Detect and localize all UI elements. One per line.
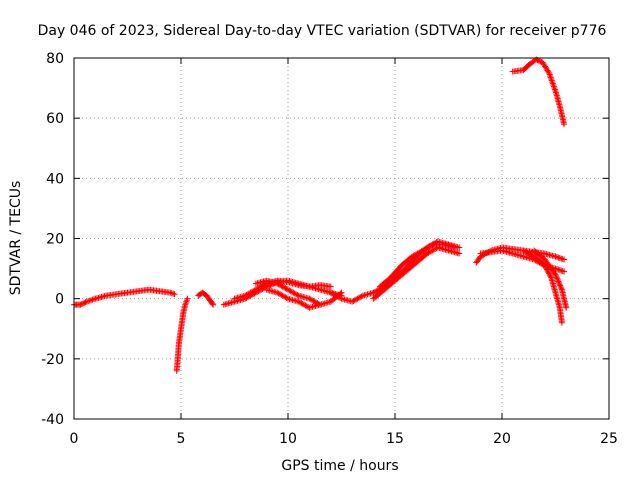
data-point [86,297,93,304]
data-point [544,267,551,274]
data-point [561,256,568,263]
data-series-arc-7 [263,286,324,311]
data-point [171,291,178,298]
data-series-arc-9 [370,244,463,302]
data-point [183,298,190,305]
data-point [559,268,566,275]
data-series-arc-16 [509,56,568,128]
data-point [553,266,560,273]
y-tick-label: 0 [55,292,64,308]
data-point [82,299,89,306]
data-point [558,319,565,326]
data-point [88,297,95,304]
x-tick-label: 25 [600,431,618,447]
y-tick-label: 20 [46,232,64,248]
data-point [556,267,563,274]
chart-title: Day 046 of 2023, Sidereal Day-to-day VTE… [38,23,607,39]
data-point [83,298,90,305]
data-points [71,56,570,374]
data-point [557,283,564,290]
data-point [558,255,565,262]
data-point [77,301,84,308]
x-tick-label: 15 [386,431,404,447]
data-point [555,278,562,285]
y-tick-label: 80 [46,51,64,67]
x-tick-label: 10 [279,431,297,447]
data-point [556,281,563,288]
data-point [537,58,544,65]
data-point [558,267,565,274]
data-point [546,270,553,277]
data-point [545,269,552,276]
data-point [563,304,570,311]
y-tick-label: -20 [41,352,64,368]
data-point [535,57,542,64]
data-point [553,272,560,279]
y-axis-title: SDTVAR / TECUs [8,181,24,296]
data-point [90,296,97,303]
data-point [210,301,217,308]
data-point [556,279,563,286]
data-point [78,301,85,308]
data-point [79,300,86,307]
data-point [81,299,88,306]
data-point [327,283,334,290]
data-point [294,291,301,298]
data-point [557,282,564,289]
data-point [209,300,216,307]
data-point [555,254,562,261]
data-point [545,68,552,75]
grid [74,58,609,419]
data-point [168,290,175,297]
ticks: 0 5 10 15 20 25 -40 -20 0 20 40 60 80 [41,51,618,447]
data-point [551,270,558,277]
data-series-arc-3 [195,289,217,308]
data-point [556,255,563,262]
data-point [553,254,560,261]
data-point [283,294,290,301]
y-tick-label: 60 [46,111,64,127]
data-point [456,250,463,257]
y-tick-label: 40 [46,171,64,187]
data-series-arc-15 [531,247,570,311]
data-point [554,277,561,284]
data-point [184,295,191,302]
data-point [559,256,566,263]
data-point [167,289,174,296]
x-axis-title: GPS time / hours [281,458,398,474]
data-point [338,289,345,296]
data-point [547,273,554,280]
data-point [546,271,553,278]
data-point [552,271,559,278]
data-point [553,274,560,281]
data-point [317,301,324,308]
data-point [555,266,562,273]
data-point [456,244,463,251]
x-tick-label: 20 [493,431,511,447]
data-point [358,293,365,300]
data-point [554,275,561,282]
data-point [337,294,344,301]
data-point [89,296,96,303]
data-series-arc-14 [520,247,565,326]
data-series-arc-11 [370,238,463,296]
data-point [561,268,568,275]
x-tick-label: 0 [70,431,79,447]
data-series-arc-2 [173,295,191,374]
data-point [558,285,565,292]
data-series-arc-1 [71,286,178,308]
data-point [561,121,568,128]
y-tick-label: -40 [41,412,64,428]
data-point [552,253,559,260]
data-point [85,298,92,305]
data-point [170,290,177,297]
x-tick-label: 5 [177,431,186,447]
